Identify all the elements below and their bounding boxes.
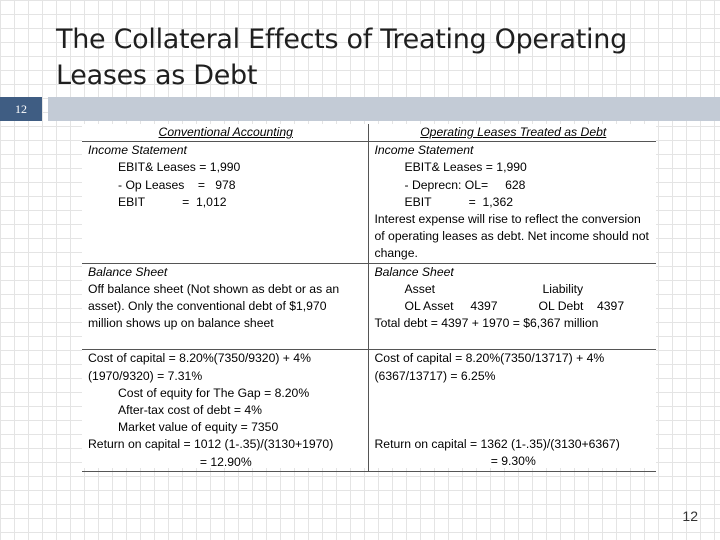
capital-left-return-result: = 12.90% bbox=[199, 454, 252, 469]
ol-debt-value: OL Debt 4397 bbox=[538, 299, 625, 314]
balance-left-heading: Balance Sheet bbox=[88, 264, 168, 279]
slide-number-badge: 12 bbox=[0, 97, 42, 121]
balance-asset-liability-labels: Asset Liability bbox=[375, 281, 653, 298]
income-right-line: EBIT& Leases = 1,990 bbox=[404, 160, 527, 175]
capital-right-return: Return on capital = 1362 (1-.35)/(3130+6… bbox=[374, 436, 620, 451]
balance-total-debt: Total debt = 4397 + 1970 = $6,367 millio… bbox=[374, 316, 599, 331]
income-right-heading: Income Statement bbox=[374, 143, 474, 158]
balance-left-spacer bbox=[88, 332, 364, 349]
asset-label: Asset bbox=[404, 281, 435, 296]
table-header-row: Conventional Accounting Operating Leases… bbox=[82, 124, 656, 143]
balance-right-spacer bbox=[375, 332, 653, 349]
income-left-line: EBIT& Leases = 1,990 bbox=[118, 160, 241, 175]
capital-left-mv-equity: Market value of equity = 7350 bbox=[118, 420, 279, 435]
capital-right-spacer bbox=[375, 402, 653, 419]
capital-left-equity: Cost of equity for The Gap = 8.20% bbox=[118, 385, 310, 400]
liability-label: Liability bbox=[542, 281, 584, 296]
slide-page-number: 12 bbox=[682, 508, 698, 524]
capital-right-spacer bbox=[375, 419, 653, 436]
capital-right-return-result: = 9.30% bbox=[490, 454, 536, 469]
income-right-line: - Deprecn: OL= 628 bbox=[404, 177, 526, 192]
income-left-line: EBIT = 1,012 bbox=[118, 194, 227, 209]
balance-left-text: Off balance sheet (Not shown as debt or … bbox=[88, 281, 340, 331]
header-conventional: Conventional Accounting bbox=[82, 124, 369, 143]
ol-asset-value: OL Asset 4397 bbox=[404, 299, 498, 314]
header-leases-as-debt: Operating Leases Treated as Debt bbox=[368, 124, 656, 143]
balance-ol-values: OL Asset 4397 OL Debt 4397 bbox=[375, 298, 653, 315]
income-left-heading: Income Statement bbox=[88, 143, 187, 158]
balance-right-heading: Balance Sheet bbox=[374, 264, 454, 279]
capital-right-cell: Cost of capital = 8.20%(7350/13717) + 4%… bbox=[368, 349, 656, 472]
income-right-line: EBIT = 1,362 bbox=[404, 194, 514, 209]
capital-right-cost: Cost of capital = 8.20%(7350/13717) + 4%… bbox=[374, 351, 605, 383]
balance-right-cell: Balance Sheet Asset Liability OL Asset 43… bbox=[368, 263, 656, 351]
income-right-cell: Income Statement EBIT& Leases = 1,990 - … bbox=[368, 141, 656, 264]
balance-left-cell: Balance Sheet Off balance sheet (Not sho… bbox=[82, 263, 369, 351]
capital-right-spacer bbox=[375, 385, 653, 402]
capital-left-debt: After-tax cost of debt = 4% bbox=[118, 403, 262, 418]
cost-of-capital-row: Cost of capital = 8.20%(7350/9320) + 4% … bbox=[82, 349, 656, 472]
income-left-line: - Op Leases = 978 bbox=[118, 177, 236, 192]
balance-sheet-row: Balance Sheet Off balance sheet (Not sho… bbox=[82, 263, 656, 351]
slide-title: The Collateral Effects of Treating Opera… bbox=[56, 24, 627, 91]
income-left-cell: Income Statement EBIT& Leases = 1,990 - … bbox=[82, 141, 369, 264]
income-statement-row: Income Statement EBIT& Leases = 1,990 - … bbox=[82, 141, 656, 264]
capital-left-cost: Cost of capital = 8.20%(7350/9320) + 4% … bbox=[88, 351, 311, 383]
comparison-table-image: Conventional Accounting Operating Leases… bbox=[82, 124, 656, 472]
capital-left-cell: Cost of capital = 8.20%(7350/9320) + 4% … bbox=[82, 349, 369, 472]
comparison-table: Conventional Accounting Operating Leases… bbox=[82, 124, 656, 472]
income-right-note: Interest expense will rise to reflect th… bbox=[374, 212, 649, 261]
title-divider-bar bbox=[48, 97, 720, 121]
capital-left-return: Return on capital = 1012 (1-.35)/(3130+1… bbox=[88, 437, 334, 452]
